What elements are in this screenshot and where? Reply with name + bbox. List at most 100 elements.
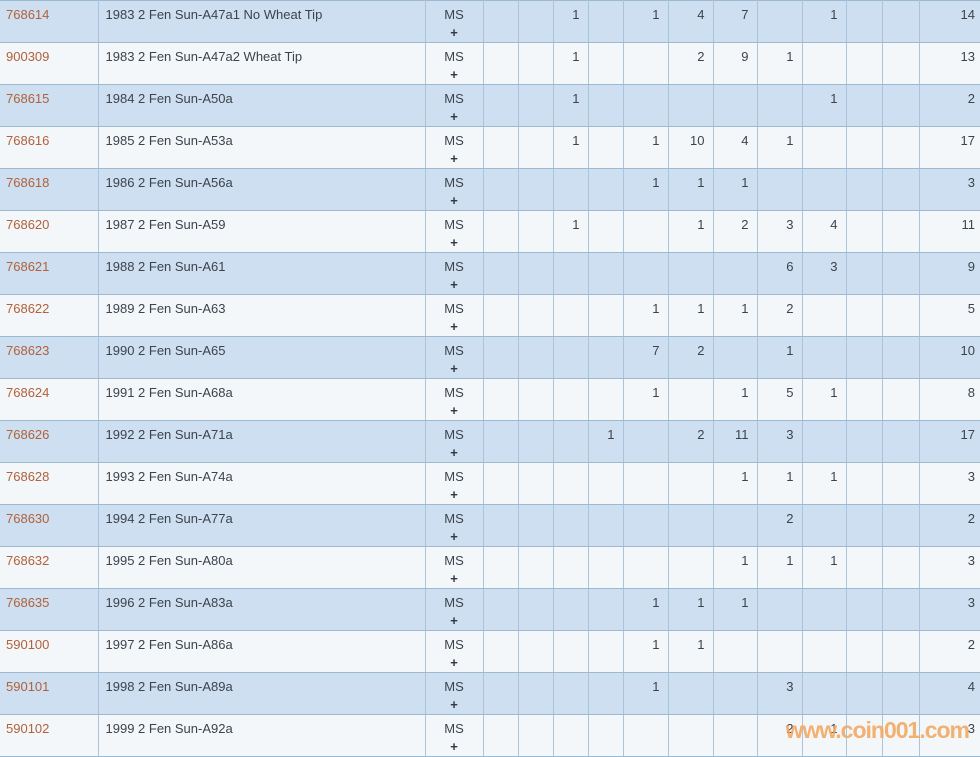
grade-prefix-cell: MS +	[424, 714, 483, 757]
coin-id-link[interactable]: 768620	[6, 217, 50, 232]
grade-count-cell	[482, 462, 518, 505]
coin-id-cell: 768624	[0, 378, 98, 421]
coin-id-cell: 768615	[0, 84, 98, 127]
grade-count-cell	[756, 588, 802, 631]
coin-id-link[interactable]: 768618	[6, 175, 50, 190]
grade-count-cell	[552, 336, 588, 379]
row-total-cell: 9	[918, 252, 980, 295]
grade-prefix-cell: MS +	[424, 336, 483, 379]
grade-count-cell	[587, 0, 623, 43]
coin-id-link[interactable]: 768624	[6, 385, 50, 400]
table-row: 768624 1991 2 Fen Sun-A68a MS +1 1 5 1 8	[0, 378, 980, 421]
grade-count-cell	[587, 588, 623, 631]
grade-count-cell	[587, 630, 623, 673]
grade-count-cell	[587, 42, 623, 85]
grade-plus-label: +	[450, 277, 458, 292]
coin-id-cell: 768635	[0, 588, 98, 631]
grade-count-cell: 1	[756, 462, 802, 505]
coin-id-link[interactable]: 768621	[6, 259, 50, 274]
grade-plus-label: +	[450, 529, 458, 544]
coin-id-link[interactable]: 590101	[6, 679, 50, 694]
coin-id-link[interactable]: 900309	[6, 49, 50, 64]
grade-count-cell	[756, 630, 802, 673]
coin-id-cell: 768621	[0, 252, 98, 295]
grade-count-cell	[482, 0, 518, 43]
grade-plus-label: +	[450, 487, 458, 502]
grade-count-cell	[587, 168, 623, 211]
grade-count-cell	[482, 630, 518, 673]
grade-count-cell	[845, 504, 882, 547]
coin-id-link[interactable]: 768635	[6, 595, 50, 610]
row-total-cell: 3	[918, 588, 980, 631]
grade-count-cell	[552, 168, 588, 211]
grade-count-cell: 1	[667, 630, 713, 673]
grade-prefix-cell: MS +	[424, 588, 483, 631]
grade-count-cell	[517, 420, 553, 463]
grade-count-cell	[482, 294, 518, 337]
grade-count-cell	[552, 672, 588, 715]
grade-count-cell	[881, 294, 919, 337]
grade-count-cell	[517, 210, 553, 253]
grade-count-cell	[667, 462, 713, 505]
coin-id-link[interactable]: 768615	[6, 91, 50, 106]
grade-count-cell: 5	[756, 378, 802, 421]
grade-count-cell	[845, 0, 882, 43]
grade-count-cell	[712, 252, 757, 295]
coin-id-link[interactable]: 768614	[6, 7, 50, 22]
coin-id-cell: 900309	[0, 42, 98, 85]
grade-count-cell	[881, 714, 919, 757]
grade-count-cell	[712, 630, 757, 673]
coin-description-cell: 1985 2 Fen Sun-A53a	[97, 126, 425, 169]
grade-count-cell: 1	[552, 210, 588, 253]
grade-count-cell	[881, 378, 919, 421]
grade-count-cell	[587, 294, 623, 337]
grade-label: MS	[444, 721, 464, 736]
grade-prefix-cell: MS +	[424, 294, 483, 337]
coin-id-cell: 768618	[0, 168, 98, 211]
grade-count-cell	[801, 42, 846, 85]
coin-id-link[interactable]: 768616	[6, 133, 50, 148]
coin-id-link[interactable]: 768630	[6, 511, 50, 526]
grade-count-cell: 6	[756, 252, 802, 295]
grade-count-cell	[482, 210, 518, 253]
coin-id-link[interactable]: 768628	[6, 469, 50, 484]
coin-id-link[interactable]: 768632	[6, 553, 50, 568]
row-total-cell: 8	[918, 378, 980, 421]
coin-id-link[interactable]: 590100	[6, 637, 50, 652]
grade-count-cell	[801, 504, 846, 547]
grade-count-cell	[622, 210, 668, 253]
table-row: 590101 1998 2 Fen Sun-A89a MS +1 3 4	[0, 672, 980, 715]
table-row: 768632 1995 2 Fen Sun-A80a MS +1 1 1 3	[0, 546, 980, 589]
grade-count-cell: 3	[756, 420, 802, 463]
coin-id-link[interactable]: 590102	[6, 721, 50, 736]
grade-count-cell	[517, 168, 553, 211]
grade-prefix-cell: MS +	[424, 252, 483, 295]
grade-count-cell	[801, 294, 846, 337]
row-total-cell: 2	[918, 630, 980, 673]
grade-prefix-cell: MS +	[424, 462, 483, 505]
coin-description-cell: 1992 2 Fen Sun-A71a	[97, 420, 425, 463]
grade-count-cell	[712, 84, 757, 127]
grade-count-cell	[482, 126, 518, 169]
grade-count-cell	[587, 504, 623, 547]
grade-plus-label: +	[450, 613, 458, 628]
grade-plus-label: +	[450, 655, 458, 670]
grade-count-cell	[482, 378, 518, 421]
coin-id-cell: 590101	[0, 672, 98, 715]
table-row: 768621 1988 2 Fen Sun-A61 MS +6 3 9	[0, 252, 980, 295]
grade-count-cell: 1	[552, 126, 588, 169]
coin-id-cell: 768616	[0, 126, 98, 169]
grade-label: MS	[444, 511, 464, 526]
grade-count-cell	[552, 504, 588, 547]
grade-count-cell	[712, 504, 757, 547]
grade-count-cell	[517, 504, 553, 547]
grade-count-cell: 1	[801, 462, 846, 505]
grade-count-cell	[845, 378, 882, 421]
grade-count-cell: 4	[712, 126, 757, 169]
coin-id-link[interactable]: 768623	[6, 343, 50, 358]
coin-id-link[interactable]: 768622	[6, 301, 50, 316]
grade-label: MS	[444, 259, 464, 274]
coin-id-cell: 768628	[0, 462, 98, 505]
coin-id-link[interactable]: 768626	[6, 427, 50, 442]
coin-description-cell: 1987 2 Fen Sun-A59	[97, 210, 425, 253]
